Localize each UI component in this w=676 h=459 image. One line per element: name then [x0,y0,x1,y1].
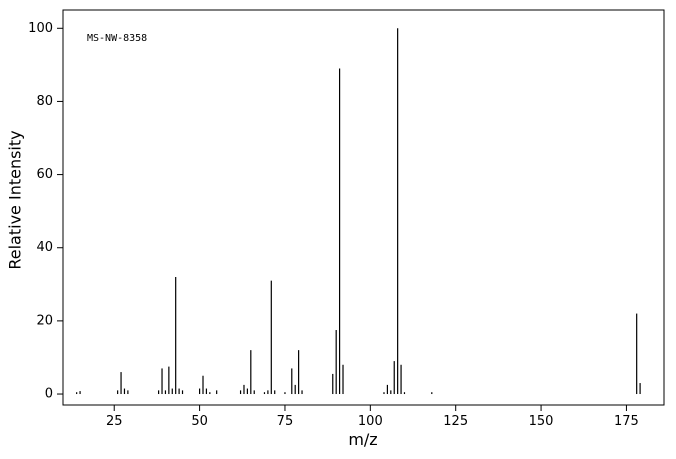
x-tick-label: 175 [614,414,639,429]
y-tick-label: 100 [28,21,53,36]
y-axis-label: Relative Intensity [6,130,25,269]
x-tick-label: 100 [358,414,383,429]
y-tick-label: 40 [36,240,53,255]
x-tick-label: 25 [106,414,123,429]
x-axis-label: m/z [348,430,377,449]
y-tick-label: 80 [36,94,53,109]
annotation: MS-NW-8358 [87,33,147,44]
x-tick-label: 150 [529,414,554,429]
plot-frame [62,9,665,406]
y-tick-label: 0 [45,387,53,402]
y-tick-label: 20 [36,313,53,328]
x-tick-label: 75 [277,414,294,429]
x-tick-label: 125 [443,414,468,429]
x-tick-label: 50 [191,414,208,429]
y-tick-label: 60 [36,167,53,182]
